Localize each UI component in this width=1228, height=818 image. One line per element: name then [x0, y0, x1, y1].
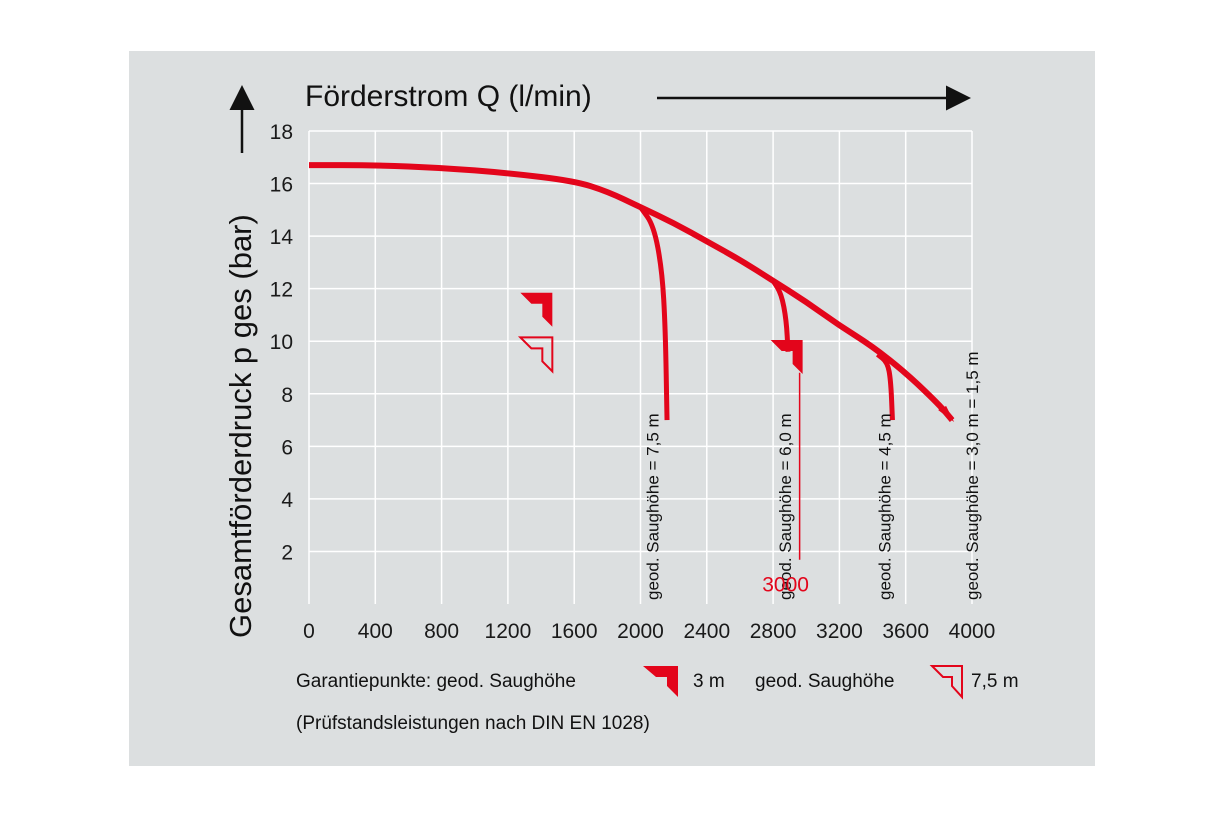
footer-test-note: (Prüfstandsleistungen nach DIN EN 1028) [296, 713, 650, 734]
curve-label-1: geod. Saughöhe = 7,5 m [644, 413, 663, 600]
y-tick-labels: 2 4 6 8 10 12 14 16 18 [270, 121, 294, 564]
x-tick-label-4000: 4000 [949, 620, 996, 643]
footer-filled-marker-icon [643, 666, 678, 697]
y-tick-label-4: 4 [281, 489, 293, 512]
y-tick-label-10: 10 [270, 331, 293, 354]
main-pump-curve [309, 162, 955, 422]
guarantee-markers [517, 292, 803, 560]
x-axis-title: Förderstrom Q (l/min) [305, 80, 592, 113]
x-tick-label-3200: 3200 [816, 620, 863, 643]
y-tick-label-18: 18 [270, 121, 293, 144]
annotation-3000: 3000 [762, 574, 809, 597]
y-tick-label-8: 8 [281, 384, 293, 407]
footer-value-7-5m: 7,5 m [971, 671, 1019, 692]
main-curve-arrowhead [938, 406, 955, 423]
x-tick-label-1600: 1600 [551, 620, 598, 643]
curve-label-2: geod. Saughöhe = 6,0 m [776, 413, 795, 600]
y-tick-label-16: 16 [270, 174, 293, 197]
curve-labels: geod. Saughöhe = 7,5 m geod. Saughöhe = 6… [644, 351, 983, 600]
y-tick-label-14: 14 [270, 226, 294, 249]
suction-curve-1 [638, 205, 670, 421]
grid [309, 130, 973, 604]
footer-guarantee-label: Garantiepunkte: geod. Saughöhe [296, 671, 576, 692]
curve-label-3: geod. Saughöhe = 4,5 m [876, 413, 895, 600]
curve-label-4: geod. Saughöhe = 3,0 m = 1,5 m [963, 351, 982, 600]
y-tick-label-6: 6 [281, 436, 293, 459]
y-tick-label-2: 2 [281, 541, 293, 564]
footer-value-3m: 3 m [693, 671, 725, 692]
footer-saughoehe-label: geod. Saughöhe [755, 671, 894, 692]
chart-background-panel [129, 51, 1095, 766]
x-tick-label-1200: 1200 [485, 620, 532, 643]
x-tick-label-2800: 2800 [750, 620, 797, 643]
y-axis-title: Gesamtförderdruck p ges (bar) [223, 214, 258, 638]
x-tick-label-3600: 3600 [882, 620, 929, 643]
guarantee-marker-filled-3 [770, 339, 803, 374]
x-tick-label-800: 800 [424, 620, 459, 643]
y-tick-label-12: 12 [270, 279, 293, 302]
x-tick-label-400: 400 [358, 620, 393, 643]
footer-outline-marker-icon [929, 665, 963, 700]
guarantee-marker-outline-2 [517, 336, 554, 374]
x-tick-label-2400: 2400 [683, 620, 730, 643]
suction-curve-3 [875, 352, 895, 421]
guarantee-marker-filled-1 [520, 292, 553, 327]
x-tick-label-2000: 2000 [617, 620, 664, 643]
x-tick-labels: 0 400 800 1200 1600 2000 2400 2800 3200 3600 4000 [303, 620, 995, 643]
curves [309, 162, 955, 423]
x-tick-label-0: 0 [303, 620, 315, 643]
suction-curve-2 [770, 279, 791, 352]
